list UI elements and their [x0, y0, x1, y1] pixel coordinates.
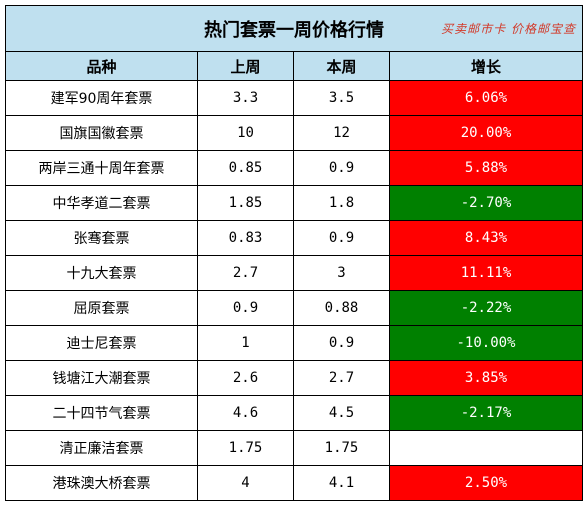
- cell-variety[interactable]: 建军90周年套票: [5, 80, 198, 116]
- cell-last-week[interactable]: 3.3: [197, 80, 294, 116]
- table-body: 建军90周年套票 3.3 3.5 6.06% 国旗国徽套票 10 12 20.00% 两岸三通十…: [5, 80, 583, 501]
- price-table: 热门套票一周价格行情 买卖邮市卡 价格邮宝查 品种 上周 本周 增长 建军90周…: [5, 5, 583, 501]
- cell-last-week[interactable]: 0.85: [197, 150, 294, 186]
- cell-growth[interactable]: 11.11%: [389, 255, 583, 291]
- table-row[interactable]: 张骞套票 0.83 0.9 8.43%: [5, 220, 583, 256]
- cell-this-week[interactable]: 4.5: [293, 395, 390, 431]
- cell-last-week[interactable]: 1.85: [197, 185, 294, 221]
- header-growth[interactable]: 增长: [389, 51, 583, 81]
- title-bar: 热门套票一周价格行情 买卖邮市卡 价格邮宝查: [5, 5, 583, 52]
- cell-variety[interactable]: 钱塘江大潮套票: [5, 360, 198, 396]
- table-row[interactable]: 清正廉洁套票 1.75 1.75: [5, 430, 583, 466]
- cell-growth[interactable]: 5.88%: [389, 150, 583, 186]
- cell-last-week[interactable]: 10: [197, 115, 294, 151]
- cell-growth[interactable]: 20.00%: [389, 115, 583, 151]
- cell-variety[interactable]: 国旗国徽套票: [5, 115, 198, 151]
- table-row[interactable]: 国旗国徽套票 10 12 20.00%: [5, 115, 583, 151]
- cell-this-week[interactable]: 1.75: [293, 430, 390, 466]
- table-row[interactable]: 十九大套票 2.7 3 11.11%: [5, 255, 583, 291]
- price-sheet: 热门套票一周价格行情 买卖邮市卡 价格邮宝查 品种 上周 本周 增长 建军90周…: [5, 5, 583, 501]
- cell-growth[interactable]: [389, 430, 583, 466]
- table-row[interactable]: 港珠澳大桥套票 4 4.1 2.50%: [5, 465, 583, 501]
- cell-growth[interactable]: 3.85%: [389, 360, 583, 396]
- header-this-week[interactable]: 本周: [293, 51, 390, 81]
- cell-variety[interactable]: 中华孝道二套票: [5, 185, 198, 221]
- cell-variety[interactable]: 迪士尼套票: [5, 325, 198, 361]
- table-row[interactable]: 中华孝道二套票 1.85 1.8 -2.70%: [5, 185, 583, 221]
- cell-growth[interactable]: -2.70%: [389, 185, 583, 221]
- cell-this-week[interactable]: 12: [293, 115, 390, 151]
- cell-growth[interactable]: -2.22%: [389, 290, 583, 326]
- cell-variety[interactable]: 港珠澳大桥套票: [5, 465, 198, 501]
- cell-this-week[interactable]: 4.1: [293, 465, 390, 501]
- header-variety[interactable]: 品种: [5, 51, 198, 81]
- table-row[interactable]: 屈原套票 0.9 0.88 -2.22%: [5, 290, 583, 326]
- cell-last-week[interactable]: 1: [197, 325, 294, 361]
- cell-growth[interactable]: 8.43%: [389, 220, 583, 256]
- cell-last-week[interactable]: 4.6: [197, 395, 294, 431]
- cell-last-week[interactable]: 2.7: [197, 255, 294, 291]
- cell-last-week[interactable]: 0.83: [197, 220, 294, 256]
- cell-growth[interactable]: 2.50%: [389, 465, 583, 501]
- cell-growth[interactable]: -10.00%: [389, 325, 583, 361]
- cell-last-week[interactable]: 2.6: [197, 360, 294, 396]
- cell-last-week[interactable]: 4: [197, 465, 294, 501]
- cell-growth[interactable]: 6.06%: [389, 80, 583, 116]
- cell-variety[interactable]: 屈原套票: [5, 290, 198, 326]
- page-title: 热门套票一周价格行情: [204, 19, 384, 41]
- cell-this-week[interactable]: 1.8: [293, 185, 390, 221]
- cell-variety[interactable]: 二十四节气套票: [5, 395, 198, 431]
- watermark: 买卖邮市卡 价格邮宝查: [441, 22, 576, 36]
- cell-this-week[interactable]: 2.7: [293, 360, 390, 396]
- cell-this-week[interactable]: 0.9: [293, 325, 390, 361]
- table-row[interactable]: 建军90周年套票 3.3 3.5 6.06%: [5, 80, 583, 116]
- cell-this-week[interactable]: 0.88: [293, 290, 390, 326]
- cell-last-week[interactable]: 1.75: [197, 430, 294, 466]
- cell-variety[interactable]: 两岸三通十周年套票: [5, 150, 198, 186]
- header-row: 品种 上周 本周 增长: [5, 51, 583, 81]
- cell-variety[interactable]: 张骞套票: [5, 220, 198, 256]
- table-row[interactable]: 迪士尼套票 1 0.9 -10.00%: [5, 325, 583, 361]
- cell-this-week[interactable]: 3: [293, 255, 390, 291]
- cell-last-week[interactable]: 0.9: [197, 290, 294, 326]
- table-row[interactable]: 钱塘江大潮套票 2.6 2.7 3.85%: [5, 360, 583, 396]
- cell-this-week[interactable]: 0.9: [293, 220, 390, 256]
- cell-variety[interactable]: 清正廉洁套票: [5, 430, 198, 466]
- cell-variety[interactable]: 十九大套票: [5, 255, 198, 291]
- header-last-week[interactable]: 上周: [197, 51, 294, 81]
- cell-this-week[interactable]: 0.9: [293, 150, 390, 186]
- table-row[interactable]: 两岸三通十周年套票 0.85 0.9 5.88%: [5, 150, 583, 186]
- cell-growth[interactable]: -2.17%: [389, 395, 583, 431]
- table-row[interactable]: 二十四节气套票 4.6 4.5 -2.17%: [5, 395, 583, 431]
- cell-this-week[interactable]: 3.5: [293, 80, 390, 116]
